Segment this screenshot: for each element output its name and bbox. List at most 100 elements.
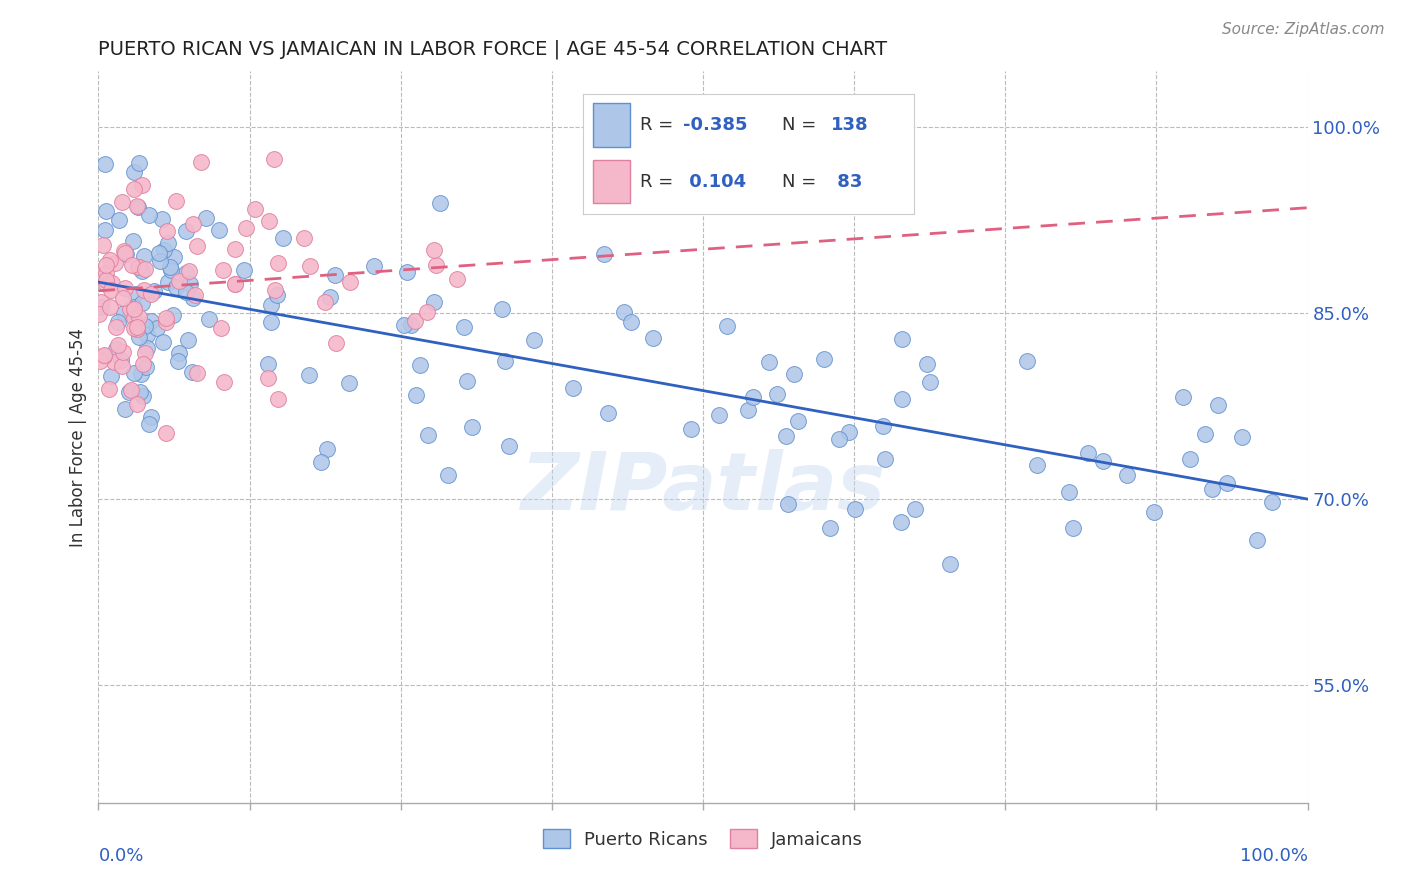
Point [404, 314, 426, 328]
Point [122, 321, 145, 335]
Text: ZIPatlas: ZIPatlas [520, 450, 886, 527]
Point [167, 353, 190, 368]
Point [131, 296, 153, 310]
Point [87, 307, 110, 321]
Text: R =: R = [640, 172, 679, 191]
Point [1194, 427, 1216, 442]
Y-axis label: In Labor Force | Age 45-54: In Labor Force | Age 45-54 [69, 327, 87, 547]
Point [498, 439, 520, 453]
Point [212, 375, 235, 389]
Point [1077, 446, 1099, 460]
Point [127, 200, 149, 214]
Point [94, 266, 117, 280]
Point [165, 280, 187, 294]
Point [423, 243, 446, 257]
Point [186, 367, 208, 381]
Text: -0.385: -0.385 [683, 116, 747, 134]
Point [125, 199, 148, 213]
Point [224, 277, 246, 292]
Point [114, 402, 136, 417]
Point [915, 358, 938, 372]
Point [98, 253, 121, 268]
Point [157, 275, 180, 289]
Point [153, 244, 176, 258]
Point [181, 365, 204, 379]
Point [112, 306, 135, 320]
Point [132, 283, 155, 297]
Point [257, 357, 280, 371]
Legend: Puerto Ricans, Jamaicans: Puerto Ricans, Jamaicans [536, 822, 870, 856]
Point [766, 387, 789, 401]
Point [129, 367, 152, 381]
Point [813, 351, 835, 366]
Point [319, 290, 342, 304]
Point [315, 442, 337, 457]
Point [1173, 390, 1195, 404]
Point [107, 315, 129, 329]
Point [135, 342, 157, 356]
Point [93, 237, 115, 252]
Point [195, 211, 218, 226]
Point [776, 497, 799, 511]
Point [1015, 354, 1038, 368]
Point [1261, 494, 1284, 508]
Point [904, 501, 927, 516]
Point [135, 360, 157, 375]
Point [1115, 468, 1137, 483]
Point [159, 260, 181, 274]
Point [128, 330, 150, 344]
Point [405, 387, 427, 401]
Point [121, 234, 143, 248]
Point [298, 368, 321, 382]
Point [124, 367, 146, 381]
Point [127, 260, 149, 274]
Point [155, 310, 177, 325]
Point [150, 212, 173, 227]
Point [128, 310, 150, 324]
Point [96, 273, 118, 287]
Point [176, 266, 198, 280]
Point [89, 268, 111, 283]
Point [890, 332, 912, 346]
Point [456, 374, 478, 388]
Point [224, 277, 246, 291]
Point [122, 182, 145, 196]
Point [162, 308, 184, 322]
Point [152, 335, 174, 350]
FancyBboxPatch shape [593, 160, 630, 203]
Text: 0.0%: 0.0% [98, 847, 143, 864]
Point [90, 295, 112, 310]
Point [453, 320, 475, 334]
Point [127, 319, 149, 334]
Point [115, 247, 138, 261]
Point [429, 195, 451, 210]
Point [323, 268, 346, 282]
Point [311, 455, 333, 469]
Point [1206, 398, 1229, 412]
Point [267, 392, 290, 407]
Point [416, 427, 439, 442]
Point [1230, 430, 1253, 444]
Point [141, 409, 163, 424]
Point [107, 338, 129, 352]
Point [94, 157, 117, 171]
Point [122, 300, 145, 314]
Point [177, 334, 200, 348]
Point [94, 204, 117, 219]
Point [273, 231, 295, 245]
Point [1201, 483, 1223, 497]
Text: R =: R = [640, 116, 679, 134]
Point [122, 311, 145, 326]
Point [446, 271, 468, 285]
Point [104, 320, 127, 334]
Point [134, 318, 156, 333]
Point [1143, 505, 1166, 519]
Point [181, 217, 204, 231]
Point [94, 258, 117, 272]
Point [174, 224, 197, 238]
Point [266, 288, 288, 302]
Point [112, 345, 135, 359]
Point [325, 336, 347, 351]
Point [156, 235, 179, 250]
Point [299, 260, 322, 274]
